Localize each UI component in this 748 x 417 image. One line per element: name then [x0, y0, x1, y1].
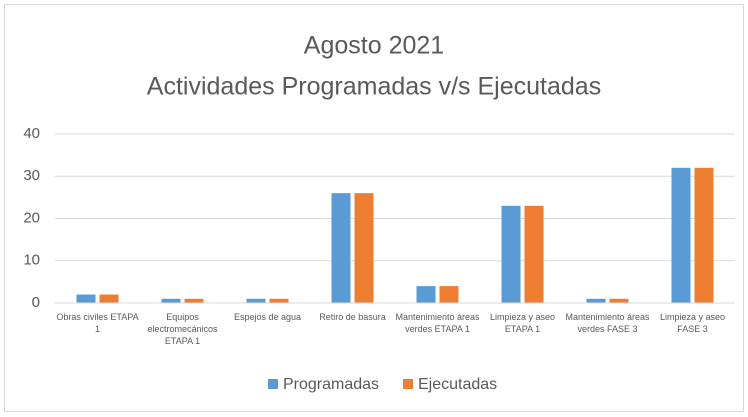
chart-frame: [4, 4, 744, 412]
y-tick-label: 40: [23, 125, 40, 142]
y-tick-label: 20: [23, 209, 40, 226]
x-tick-label: Limpieza y aseo ETAPA 1: [490, 312, 555, 334]
bar: [416, 286, 436, 303]
legend-label: Ejecutadas: [418, 376, 497, 393]
bar: [331, 193, 351, 303]
x-tick-label: Mantenimiento áreas verdes ETAPA 1: [395, 312, 480, 334]
x-tick-label: Obras civiles ETAPA 1: [56, 312, 138, 334]
y-tick-label: 0: [32, 294, 40, 311]
x-tick-label: Retiro de basura: [319, 312, 386, 322]
x-tick-label: Mantenimiento áreas verdes FASE 3: [565, 312, 650, 334]
bar: [76, 294, 96, 303]
x-tick-label: Equipos electromecánicos ETAPA 1: [147, 312, 218, 346]
bar: [184, 298, 204, 303]
bar: [671, 167, 691, 303]
bar: [439, 286, 459, 303]
legend-swatch: [403, 379, 413, 389]
bar: [246, 298, 266, 303]
bar: [354, 193, 374, 303]
x-tick-label: Espejos de agua: [234, 312, 301, 322]
bar: [99, 294, 119, 303]
y-tick-label: 30: [23, 167, 40, 184]
bar: [609, 298, 629, 303]
bar: [269, 298, 289, 303]
chart-title: Agosto 2021: [304, 32, 444, 60]
y-tick-label: 10: [23, 252, 40, 269]
legend-swatch: [268, 379, 278, 389]
bar: [161, 298, 181, 303]
bar: [501, 205, 521, 303]
bar: [586, 298, 606, 303]
bar: [694, 167, 714, 303]
chart-subtitle: Actividades Programadas v/s Ejecutadas: [147, 73, 601, 101]
bar: [524, 205, 544, 303]
legend-label: Programadas: [283, 376, 379, 393]
x-tick-label: Limpieza y aseo FASE 3: [660, 312, 725, 334]
